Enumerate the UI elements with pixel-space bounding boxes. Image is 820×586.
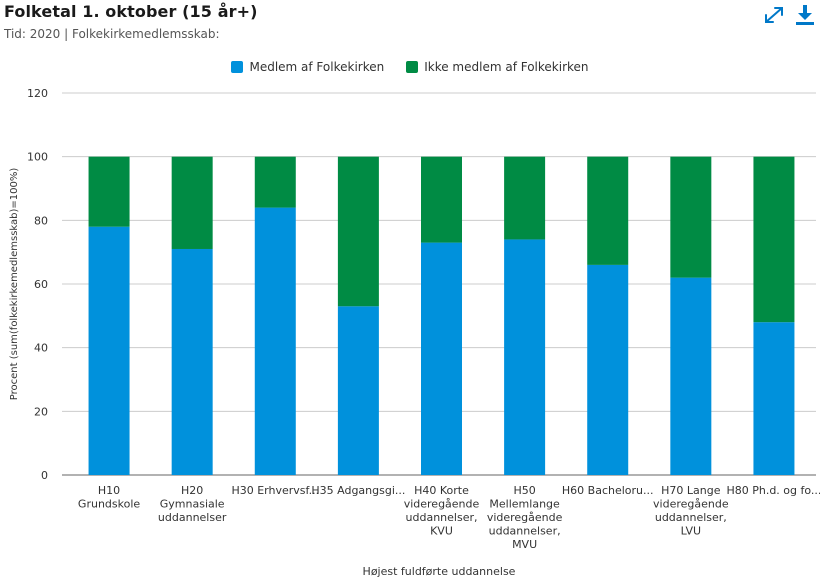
bar-member[interactable] xyxy=(171,248,213,475)
x-tick-label: H50 Mellemlange videregående uddannelser, MV… xyxy=(487,484,563,551)
x-axis-label: Højest fuldførte uddannelse xyxy=(363,565,516,578)
bar-member[interactable] xyxy=(587,264,629,475)
chart-legend: Medlem af Folkekirken Ikke medlem af Fol… xyxy=(0,60,820,74)
bar-member[interactable] xyxy=(337,306,379,475)
bar-member[interactable] xyxy=(504,239,546,475)
legend-label-member: Medlem af Folkekirken xyxy=(249,60,385,74)
y-tick-label: 80 xyxy=(34,214,48,227)
bar-non-member[interactable] xyxy=(88,156,130,227)
bar-member[interactable] xyxy=(254,207,296,475)
bar-non-member[interactable] xyxy=(337,156,379,307)
bar-member[interactable] xyxy=(670,277,712,475)
chart-subtitle: Tid: 2020 | Folkekirkemedlemsskab: xyxy=(4,27,220,41)
x-tick-label: H40 Korte videregående uddannelser, KVU xyxy=(404,484,480,538)
bar-non-member[interactable] xyxy=(171,156,213,249)
bar-non-member[interactable] xyxy=(670,156,712,278)
y-tick-label: 120 xyxy=(27,87,48,100)
legend-item-member[interactable]: Medlem af Folkekirken xyxy=(231,60,384,74)
legend-label-non-member: Ikke medlem af Folkekirken xyxy=(424,60,589,74)
chart-title: Folketal 1. oktober (15 år+) xyxy=(4,2,258,21)
y-tick-label: 20 xyxy=(34,405,48,418)
x-tick-label: H70 Lange videregående uddannelser, LVU xyxy=(653,484,729,538)
x-tick-label: H35 Adgangsgi... xyxy=(311,484,405,497)
bar-non-member[interactable] xyxy=(587,156,629,265)
x-tick-label: H60 Bacheloru... xyxy=(562,484,654,497)
y-tick-label: 0 xyxy=(41,469,48,482)
bar-non-member[interactable] xyxy=(421,156,462,243)
x-tick-label: H30 Erhvervsf... xyxy=(231,484,319,497)
legend-swatch-member xyxy=(231,61,244,73)
y-tick-label: 100 xyxy=(27,151,48,164)
download-icon[interactable] xyxy=(795,4,815,30)
bar-non-member[interactable] xyxy=(504,156,546,240)
x-tick-label: H80 Ph.d. og fo... xyxy=(726,484,820,497)
legend-swatch-non-member xyxy=(406,61,419,73)
y-tick-label: 40 xyxy=(34,342,48,355)
bar-non-member[interactable] xyxy=(753,156,795,323)
x-tick-label: H10 Grundskole xyxy=(78,484,140,511)
bar-member[interactable] xyxy=(753,322,795,475)
bar-non-member[interactable] xyxy=(254,156,296,208)
expand-icon[interactable] xyxy=(762,4,786,30)
x-tick-label: H20 Gymnasiale uddannelser xyxy=(158,484,227,524)
legend-item-non-member[interactable]: Ikke medlem af Folkekirken xyxy=(406,60,589,74)
y-tick-label: 60 xyxy=(34,278,48,291)
bar-member[interactable] xyxy=(88,226,130,475)
bar-member[interactable] xyxy=(421,242,462,475)
y-axis-label: Procent (sum(folkekirkemedlemsskab)=100%… xyxy=(9,168,20,401)
